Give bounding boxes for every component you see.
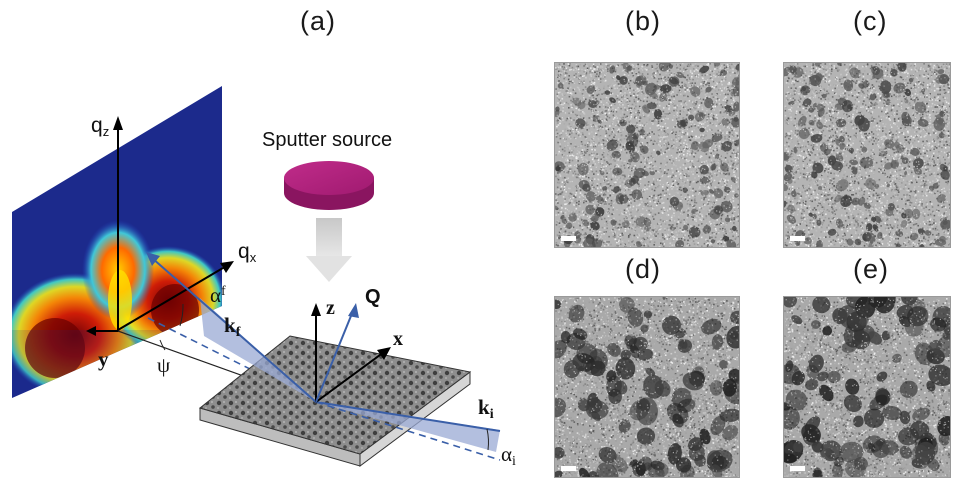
kf-label: kf [224,313,241,340]
kf-beam [151,257,317,403]
panel-label-d: (d) [625,254,661,285]
qx-arrowhead [220,261,234,273]
scale-bar [561,466,576,471]
y-label: y [98,347,109,371]
z-label: z [326,297,335,319]
scale-bar [561,236,576,241]
panel-label-b: (b) [625,6,661,37]
micrograph-e [783,296,951,478]
panel-label-c: (c) [853,6,887,37]
Q-label: Q [365,286,381,308]
micrograph-c [783,62,951,248]
micrograph-c-texture [784,63,950,247]
micrograph-e-texture [784,297,950,477]
detector-pattern [12,86,222,398]
alpha-f-label: αf [210,283,226,307]
ki-beam [315,401,501,432]
panel-label-e: (e) [853,254,889,285]
qx-label: qx [238,240,257,265]
qx-axis [117,264,229,331]
scale-bar [790,236,805,241]
micrograph-d [554,296,740,478]
sputter-source-disk [284,161,374,210]
ki-label: ki [478,395,494,422]
gisaxs-schematic: Sputter source qz qx y z x Q kf ki αf αi… [12,86,516,469]
micrograph-b [554,62,740,248]
x-label: x [393,328,403,350]
qz-arrowhead [113,116,123,130]
qz-label: qz [91,114,109,139]
scale-bar [790,466,805,471]
deposition-arrow [306,218,352,282]
sputter-source-label: Sputter source [262,129,392,151]
micrograph-d-texture [555,297,739,477]
panel-label-a: (a) [300,6,336,37]
Q-vector [315,310,354,403]
micrograph-b-texture [555,63,739,247]
incident-angle-wedge [316,402,500,452]
alpha-i-label: αi [501,442,516,469]
x-axis [315,351,385,403]
psi-label: ψ [157,353,170,377]
